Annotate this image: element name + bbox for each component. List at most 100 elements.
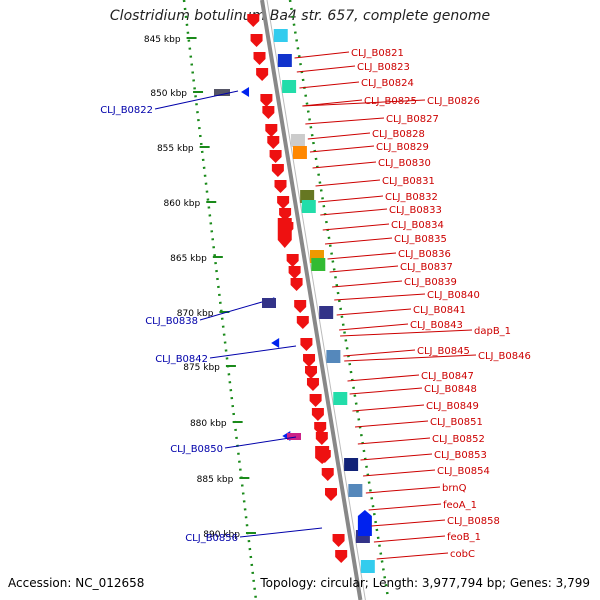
gene-label-clj_b0833: CLJ_B0833 (389, 205, 442, 216)
forward-gene-arrow (300, 338, 313, 351)
gene-block (301, 200, 316, 213)
label-leader-line (373, 535, 446, 543)
feature-track (214, 14, 375, 573)
forward-gene-arrow (296, 316, 309, 329)
label-leader-line (363, 469, 436, 477)
gene-block (311, 258, 326, 271)
label-leader-line (302, 99, 363, 107)
label-leader-line (296, 65, 356, 73)
forward-gene-arrow (315, 446, 330, 464)
gene-label-clj_b0832: CLJ_B0832 (385, 192, 438, 203)
forward-gene-arrow (286, 254, 299, 267)
forward-gene-arrow (256, 68, 269, 81)
label-leader-line (340, 329, 473, 337)
forward-gene-arrow (332, 534, 345, 547)
accession-text: Accession: NC_012658 (8, 576, 145, 590)
label-leader-line (199, 301, 263, 321)
forward-gene-arrow (250, 34, 263, 47)
label-leader-line (318, 195, 384, 203)
gene-label-clj_b0846: CLJ_B0846 (478, 351, 531, 362)
forward-gene-arrow (260, 94, 273, 107)
genome-summary-text: Topology: circular; Length: 3,977,794 bp… (260, 576, 590, 590)
gene-label-clj_b0828: CLJ_B0828 (372, 129, 425, 140)
reverse-gene-arrow (241, 87, 250, 97)
label-leader-line (309, 145, 375, 153)
ruler-tick-label: 860 kbp (164, 199, 201, 209)
backbone-edge (266, 0, 366, 600)
label-leader-line (365, 486, 441, 494)
gene-label-clj_b0842: CLJ_B0842 (155, 354, 208, 365)
label-leader-line (312, 161, 377, 169)
gene-label-clj_b0836: CLJ_B0836 (398, 249, 451, 260)
forward-gene-arrow (325, 488, 338, 501)
gene-label-clj_b0826: CLJ_B0826 (427, 96, 480, 107)
backbone-track (260, 0, 366, 600)
gene-block (326, 350, 341, 363)
forward-gene-arrow (335, 550, 348, 563)
ruler-tick-label: 845 kbp (144, 35, 181, 45)
label-leader-line (315, 179, 381, 187)
gene-block (277, 54, 292, 67)
gene-block (290, 134, 305, 147)
gene-block (344, 458, 359, 471)
forward-gene-arrow (290, 278, 303, 291)
label-leader-line (344, 354, 477, 362)
label-leader-line (299, 81, 360, 89)
gene-label-clj_b0831: CLJ_B0831 (382, 176, 435, 187)
reverse-gene-arrow (357, 510, 372, 536)
gene-label-clj_b0822: CLJ_B0822 (100, 105, 153, 116)
ruler-tick-label: 890 kbp (203, 530, 240, 540)
gene-block (287, 433, 301, 440)
label-leader-line (320, 208, 388, 216)
ruler-tick-label: 850 kbp (150, 89, 187, 99)
gene-label-clj_b0830: CLJ_B0830 (378, 158, 431, 169)
label-leader-line (324, 237, 393, 245)
label-leader-line (355, 420, 429, 428)
forward-gene-arrow (303, 354, 316, 367)
gene-label-clj_b0856: CLJ_B0856 (185, 533, 238, 544)
ruler-tick-label: 855 kbp (157, 144, 194, 154)
label-leader-line (371, 519, 446, 527)
gene-block (348, 484, 363, 497)
forward-gene-arrow (262, 106, 275, 119)
gene-label-clj_b0835: CLJ_B0835 (394, 234, 447, 245)
forward-gene-arrow (277, 218, 292, 248)
label-leader-line (224, 436, 297, 449)
gene-label-clj_b0839: CLJ_B0839 (404, 277, 457, 288)
gene-label-clj_b0858: CLJ_B0858 (447, 516, 500, 527)
gene-label-clj_b0824: CLJ_B0824 (361, 78, 414, 89)
forward-gene-arrow (247, 14, 260, 27)
label-leader-line (352, 404, 425, 412)
label-leader-line (339, 323, 409, 331)
forward-gene-arrow (274, 180, 287, 193)
label-leader-line (347, 374, 420, 382)
gene-block (273, 29, 288, 42)
gene-label-clj_b0837: CLJ_B0837 (400, 262, 453, 273)
label-leader-line (332, 280, 403, 288)
forward-gene-arrow (277, 196, 290, 209)
label-leader-line (302, 99, 426, 107)
label-leader-line (239, 527, 323, 538)
gene-label-clj_b0841: CLJ_B0841 (413, 305, 466, 316)
gene-block (214, 89, 230, 96)
gene-label-brnq: brnQ (442, 483, 467, 494)
gene-label-clj_b0850: CLJ_B0850 (170, 444, 223, 455)
label-leader-line (307, 132, 371, 140)
gene-block (262, 298, 276, 308)
forward-gene-arrow (269, 150, 282, 163)
label-leader-line (360, 453, 433, 461)
gene-label-clj_b0843: CLJ_B0843 (410, 320, 463, 331)
genome-title: Clostridium botulinum Ba4 str. 657, comp… (109, 8, 491, 24)
ruler-tick-label: 875 kbp (183, 363, 220, 373)
gene-label-clj_b0834: CLJ_B0834 (391, 220, 444, 231)
forward-gene-arrow (271, 164, 284, 177)
gene-label-clj_b0823: CLJ_B0823 (357, 62, 410, 73)
label-leader-line (376, 552, 449, 560)
gene-block (282, 80, 297, 93)
forward-gene-arrow (288, 266, 301, 279)
reverse-gene-arrow (271, 338, 280, 348)
forward-gene-arrow (305, 366, 318, 379)
gene-label-feob_1: feoB_1 (447, 532, 481, 543)
gene-label-clj_b0854: CLJ_B0854 (437, 466, 490, 477)
